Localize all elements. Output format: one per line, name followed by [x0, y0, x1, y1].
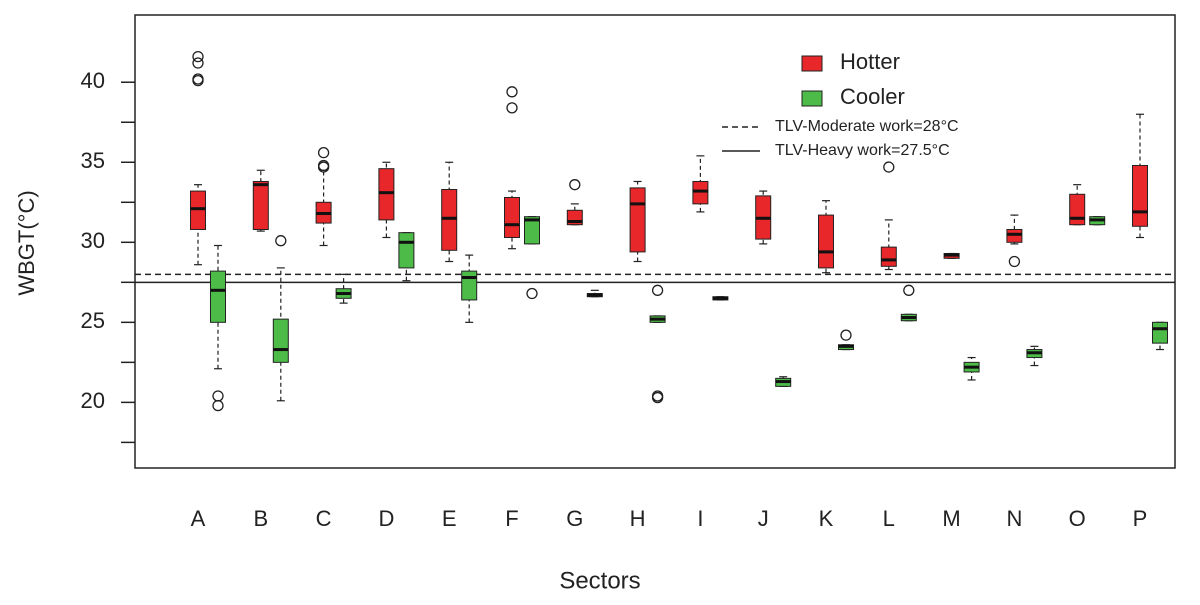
y-tick-label: 35	[81, 148, 105, 173]
box	[378, 168, 395, 221]
legend-line-label: TLV-Heavy work=27.5°C	[775, 142, 950, 159]
x-tick-label: L	[883, 506, 895, 531]
box	[210, 270, 226, 323]
box	[504, 196, 520, 238]
box	[1006, 228, 1023, 243]
x-tick-label: N	[1006, 506, 1022, 531]
outlier	[840, 329, 852, 341]
box	[272, 318, 289, 363]
legend-line-label: TLV-Moderate work=28°C	[775, 118, 959, 135]
x-axis-title: Sectors	[559, 567, 640, 594]
box	[441, 188, 458, 251]
x-tick-label: A	[191, 506, 206, 531]
box	[252, 180, 269, 230]
box	[1132, 164, 1148, 227]
x-tick-label: D	[378, 506, 394, 531]
box	[398, 232, 415, 269]
outlier	[192, 57, 204, 69]
box	[1069, 193, 1086, 226]
box	[818, 214, 834, 269]
x-tick-label: M	[942, 506, 960, 531]
outlier	[883, 161, 895, 173]
outlier	[903, 284, 915, 296]
outlier	[506, 102, 518, 114]
outlier	[317, 147, 330, 159]
plot-frame	[134, 14, 1176, 469]
outlier	[526, 287, 538, 300]
outlier	[212, 390, 224, 402]
legend-label: Hotter	[840, 49, 900, 74]
outlier	[506, 86, 518, 98]
legend-swatch	[801, 90, 823, 107]
y-tick-label: 25	[81, 308, 105, 333]
x-tick-label: K	[819, 506, 834, 531]
outlier	[1008, 255, 1021, 268]
outlier	[651, 284, 664, 296]
x-tick-label: O	[1069, 506, 1086, 531]
outlier	[192, 50, 204, 63]
legend-swatch	[801, 55, 823, 72]
outlier	[212, 399, 224, 412]
y-tick-label: 20	[81, 388, 105, 413]
x-tick-label: G	[566, 506, 583, 531]
x-tick-label: I	[697, 506, 703, 531]
outlier	[651, 391, 664, 404]
box	[692, 180, 709, 205]
legend-label: Cooler	[840, 84, 905, 109]
outlier	[317, 159, 330, 172]
box	[629, 187, 646, 253]
box	[461, 270, 478, 301]
outlier	[569, 179, 581, 191]
y-axis-title: WBGT(°C)	[14, 190, 39, 295]
box	[1152, 321, 1168, 344]
box	[190, 190, 206, 230]
box	[880, 246, 897, 267]
outlier	[275, 235, 287, 247]
box	[524, 216, 540, 245]
x-tick-label: P	[1133, 506, 1148, 531]
y-tick-label: 40	[81, 68, 105, 93]
x-tick-label: F	[505, 506, 518, 531]
x-tick-label: C	[316, 506, 332, 531]
x-tick-label: H	[630, 506, 646, 531]
outlier	[192, 73, 204, 85]
y-tick-label: 30	[81, 228, 105, 253]
x-tick-label: E	[442, 506, 457, 531]
x-tick-label: J	[758, 506, 769, 531]
x-tick-label: B	[253, 506, 268, 531]
